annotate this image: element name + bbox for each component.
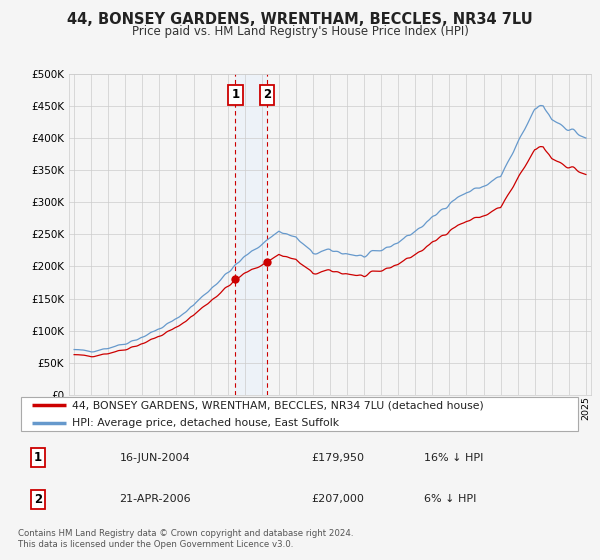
Text: 1: 1 (34, 451, 42, 464)
Text: 16% ↓ HPI: 16% ↓ HPI (424, 452, 484, 463)
Text: 2: 2 (34, 493, 42, 506)
Text: 44, BONSEY GARDENS, WRENTHAM, BECCLES, NR34 7LU (detached house): 44, BONSEY GARDENS, WRENTHAM, BECCLES, N… (71, 400, 484, 410)
Text: 6% ↓ HPI: 6% ↓ HPI (424, 494, 476, 505)
FancyBboxPatch shape (21, 398, 578, 431)
Bar (235, 74, 267, 395)
Text: 2: 2 (263, 88, 271, 101)
Text: Contains HM Land Registry data © Crown copyright and database right 2024.
This d: Contains HM Land Registry data © Crown c… (18, 529, 353, 549)
Text: 16-JUN-2004: 16-JUN-2004 (119, 452, 190, 463)
Text: Price paid vs. HM Land Registry's House Price Index (HPI): Price paid vs. HM Land Registry's House … (131, 25, 469, 38)
Text: 1: 1 (232, 88, 239, 101)
Text: 21-APR-2006: 21-APR-2006 (119, 494, 191, 505)
Text: £179,950: £179,950 (311, 452, 364, 463)
Text: £207,000: £207,000 (311, 494, 364, 505)
Text: 44, BONSEY GARDENS, WRENTHAM, BECCLES, NR34 7LU: 44, BONSEY GARDENS, WRENTHAM, BECCLES, N… (67, 12, 533, 27)
Text: HPI: Average price, detached house, East Suffolk: HPI: Average price, detached house, East… (71, 418, 339, 428)
